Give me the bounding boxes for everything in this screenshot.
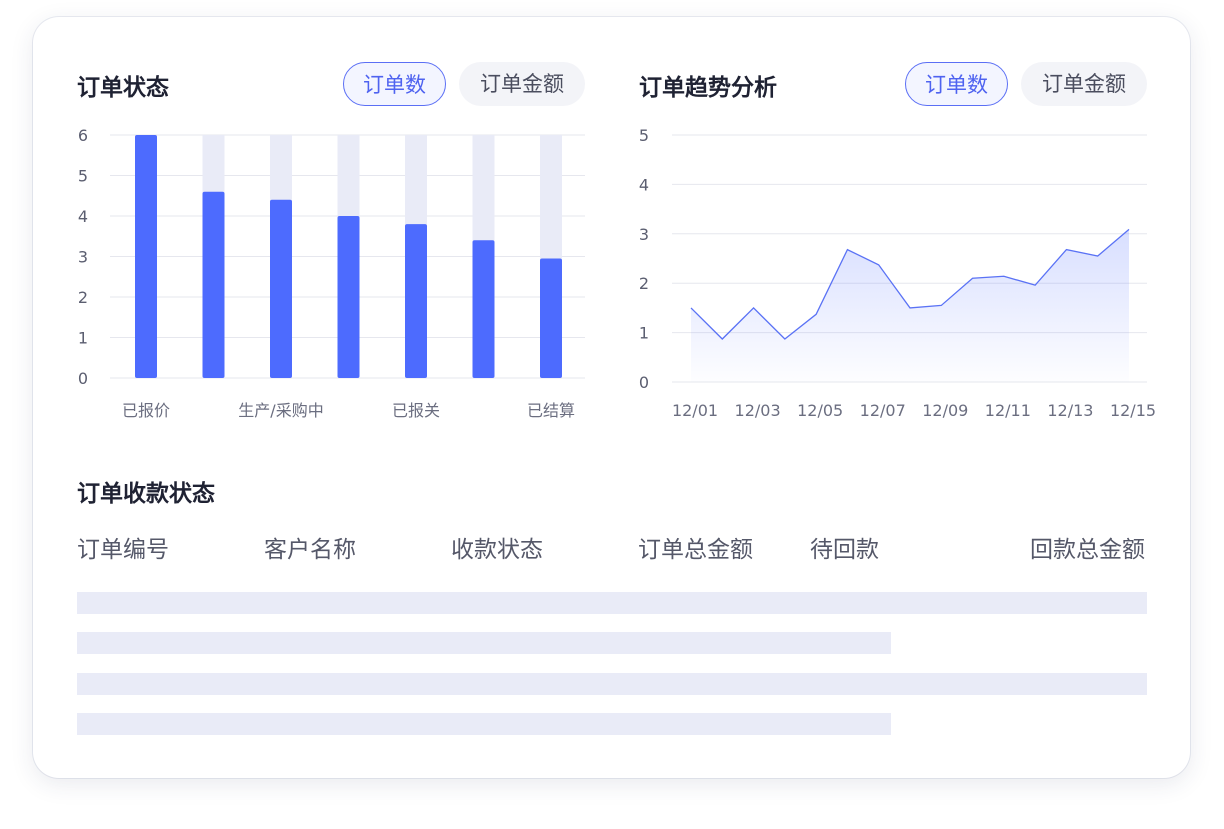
x-tick-label: 生产/采购中 <box>238 401 323 420</box>
table-row-placeholder <box>77 592 1147 614</box>
order-trend-title: 订单趋势分析 <box>639 75 777 101</box>
x-tick-label: 已结算 <box>527 401 575 420</box>
y-tick-label: 0 <box>639 373 649 392</box>
tab-order-count[interactable]: 订单数 <box>343 62 446 106</box>
y-tick-label: 0 <box>78 369 88 388</box>
y-tick-label: 6 <box>78 126 88 145</box>
area-fill <box>691 229 1129 382</box>
tab-trend-order-amount[interactable]: 订单金额 <box>1021 62 1147 106</box>
y-tick-label: 5 <box>639 126 649 145</box>
y-tick-label: 2 <box>78 288 88 307</box>
x-tick-label: 已报价 <box>122 401 170 420</box>
x-tick-label: 12/01 <box>672 401 718 420</box>
table-row-placeholder <box>77 713 891 735</box>
x-tick-label: 12/05 <box>797 401 843 420</box>
order-trend-area-chart: 0 1 2 3 4 5 12/01 12/03 12/05 12/07 12/09 12/11 12/1… <box>639 126 1156 420</box>
bar <box>405 224 427 378</box>
col-order-total: 订单总金额 <box>638 537 753 563</box>
bar <box>270 199 292 378</box>
x-tick-label: 已报关 <box>392 401 440 420</box>
x-tick-label: 12/15 <box>1110 401 1156 420</box>
x-tick-label: 12/03 <box>735 401 781 420</box>
x-tick-label: 12/07 <box>860 401 906 420</box>
col-payment-status: 收款状态 <box>451 537 543 563</box>
y-tick-label: 5 <box>78 167 88 186</box>
y-tick-label: 1 <box>78 329 88 348</box>
x-tick-label: 12/13 <box>1047 401 1093 420</box>
y-tick-label: 4 <box>639 175 649 194</box>
bar <box>337 216 360 378</box>
col-order-number: 订单编号 <box>77 537 169 563</box>
payment-status-title: 订单收款状态 <box>77 481 215 507</box>
order-status-bar-chart: 0 1 2 3 4 5 6 已报价 生产/采购中 已报关 已结算 <box>78 126 585 420</box>
bar <box>540 258 562 378</box>
order-status-title: 订单状态 <box>77 75 169 101</box>
y-tick-label: 3 <box>639 225 649 244</box>
bar <box>472 240 495 378</box>
col-received-total: 回款总金额 <box>1030 537 1145 563</box>
table-row-placeholder <box>77 632 891 654</box>
y-tick-label: 4 <box>78 207 88 226</box>
y-tick-label: 2 <box>639 274 649 293</box>
y-tick-label: 1 <box>639 324 649 343</box>
table-row-placeholder <box>77 673 1147 695</box>
tab-order-amount[interactable]: 订单金额 <box>459 62 585 106</box>
col-pending-payment: 待回款 <box>810 537 879 563</box>
col-customer-name: 客户名称 <box>264 537 356 563</box>
y-tick-label: 3 <box>78 248 88 267</box>
x-tick-label: 12/09 <box>922 401 968 420</box>
x-tick-label: 12/11 <box>985 401 1031 420</box>
bar <box>202 191 225 378</box>
tab-trend-order-count[interactable]: 订单数 <box>905 62 1008 106</box>
bar <box>135 135 157 378</box>
